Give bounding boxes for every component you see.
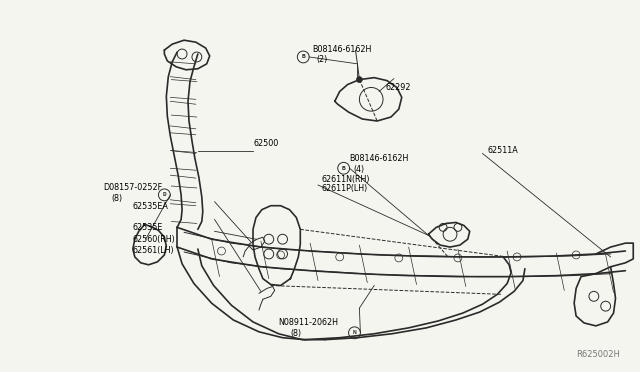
Text: B08146-6162H: B08146-6162H [312, 45, 371, 54]
Text: B: B [301, 54, 305, 60]
Text: 62292: 62292 [385, 83, 410, 92]
Text: D: D [163, 192, 166, 198]
Circle shape [356, 77, 362, 83]
Text: N08911-2062H: N08911-2062H [278, 318, 339, 327]
Text: 62561(LH): 62561(LH) [133, 246, 175, 254]
Text: R625002H: R625002H [577, 350, 620, 359]
Text: 62611N(RH): 62611N(RH) [322, 174, 371, 184]
Text: N: N [353, 330, 356, 335]
Text: (8): (8) [291, 329, 301, 338]
Text: 62511A: 62511A [488, 146, 518, 155]
Text: 62500: 62500 [253, 139, 278, 148]
Text: 62611P(LH): 62611P(LH) [322, 185, 368, 193]
Text: B08146-6162H: B08146-6162H [349, 154, 409, 163]
Text: D08157-0252F: D08157-0252F [103, 183, 163, 192]
Text: 62535E: 62535E [133, 223, 163, 232]
Text: (8): (8) [111, 194, 122, 203]
Text: 62560(RH): 62560(RH) [133, 235, 175, 244]
Text: (4): (4) [353, 165, 365, 174]
Text: B: B [342, 166, 346, 171]
Text: (2): (2) [316, 55, 327, 64]
Text: 62535EA: 62535EA [133, 202, 169, 211]
